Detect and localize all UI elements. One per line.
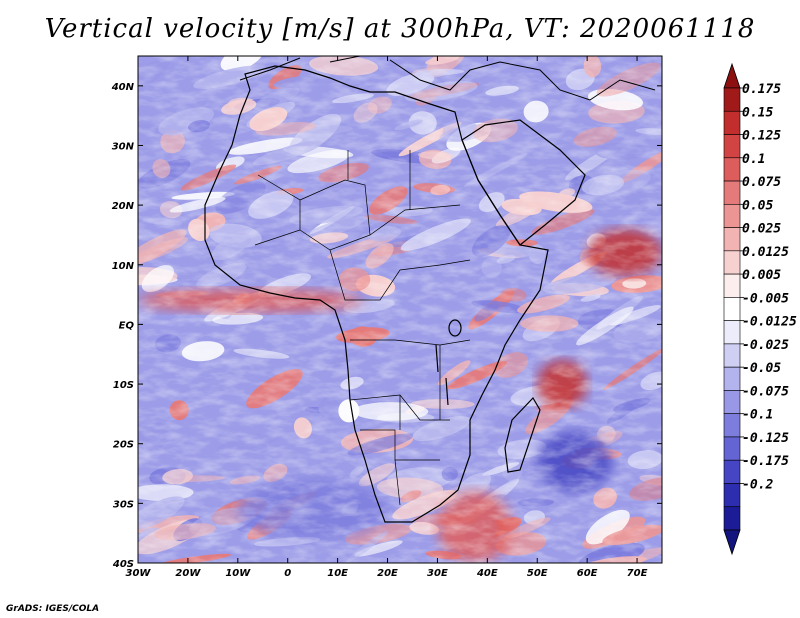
colorbar-swatch <box>723 110 741 135</box>
colorbar-swatch <box>723 483 741 508</box>
colorbar-swatch <box>723 459 741 484</box>
y-axis-ticks: 40N 30N 20N 10N EQ 10S 20S 30S 40S <box>111 82 662 570</box>
colorbar-label: -0.2 <box>742 477 773 492</box>
colorbar-swatch <box>723 413 741 438</box>
colorbar-label: 0.175 <box>742 82 781 97</box>
colorbar-swatch <box>723 436 741 461</box>
colorbar-label: -0.175 <box>742 454 789 469</box>
colorbar-swatch <box>723 204 741 228</box>
y-tick-label: 40S <box>112 559 134 570</box>
colorbar-top-arrow <box>723 62 741 89</box>
y-tick-label: 20S <box>113 440 134 451</box>
colorbar-bottom-arrow <box>723 529 741 556</box>
y-tick-label: 10S <box>113 380 134 391</box>
plot-frame <box>137 55 663 564</box>
lakes <box>435 319 462 406</box>
colorbar-label: 0.125 <box>742 129 781 144</box>
colorbar-swatch <box>723 343 741 368</box>
x-tick-label: 30E <box>427 568 448 579</box>
colorbar-label: -0.125 <box>742 431 789 446</box>
y-tick-label: 30S <box>113 499 134 510</box>
colorbar-swatch <box>723 320 741 345</box>
x-tick-label: 30W <box>126 568 152 579</box>
colorbar-label: 0.15 <box>742 105 773 120</box>
colorbar-label: -0.025 <box>742 338 789 353</box>
colorbar-label: -0.0125 <box>742 315 797 330</box>
x-tick-label: 10E <box>327 568 348 579</box>
x-tick-label: 20W <box>175 568 201 579</box>
colorbar-label: 0.005 <box>742 268 781 283</box>
y-tick-label: 10N <box>112 261 135 272</box>
colorbar-label: -0.1 <box>742 408 773 423</box>
mediterranean-coast <box>239 56 656 101</box>
colorbar-swatch <box>723 87 741 112</box>
colorbar-label: 0.05 <box>742 198 773 213</box>
country-borders <box>254 150 471 506</box>
y-tick-label: 20N <box>112 201 135 212</box>
colorbar-swatch <box>723 390 741 414</box>
colorbar-label: 0.0125 <box>742 245 789 260</box>
colorbar-label: -0.005 <box>742 291 789 306</box>
madagascar-outline <box>504 397 541 473</box>
colorbar-swatch <box>723 366 741 391</box>
colorbar-label: 0.1 <box>742 152 765 167</box>
colorbar-label: 0.025 <box>742 222 781 237</box>
x-tick-label: 70E <box>627 568 648 579</box>
colorbar-swatch <box>723 273 741 298</box>
y-tick-label: 30N <box>112 141 135 152</box>
x-tick-label: 0 <box>284 568 291 579</box>
colorbar-label: 0.075 <box>742 175 781 190</box>
colorbar-swatch <box>723 180 741 205</box>
x-tick-label: 20E <box>377 568 398 579</box>
colorbar-swatch <box>723 297 741 321</box>
arabia-outline <box>461 119 586 246</box>
y-tick-label: 40N <box>111 82 135 93</box>
colorbar-swatch <box>723 250 741 275</box>
colorbar-label: -0.05 <box>742 361 781 376</box>
map-title: Vertical velocity [m/s] at 300hPa, VT: 2… <box>44 14 756 44</box>
colorbar-swatch <box>723 157 741 182</box>
x-axis-ticks: 30W 20W 10W 0 10E 20E 30E 40E 50E 60E 70E <box>126 56 648 579</box>
x-tick-label: 10W <box>225 568 251 579</box>
africa-outline <box>204 65 549 523</box>
x-tick-label: 60E <box>577 568 598 579</box>
x-tick-label: 50E <box>527 568 548 579</box>
colorbar-swatch <box>723 506 741 531</box>
colorbar-swatch <box>723 227 741 252</box>
colorbar: 0.175 0.15 0.125 0.1 0.075 0.05 0.025 0.0125 0.0… <box>723 62 797 556</box>
field-texture <box>138 56 662 563</box>
colorbar-label: -0.075 <box>742 384 789 399</box>
colorbar-swatch <box>723 134 741 159</box>
grads-credit: GrADS: IGES/COLA <box>6 604 100 614</box>
x-tick-label: 40E <box>476 568 498 579</box>
y-tick-label: EQ <box>119 320 135 331</box>
map-plot-area <box>138 56 662 563</box>
